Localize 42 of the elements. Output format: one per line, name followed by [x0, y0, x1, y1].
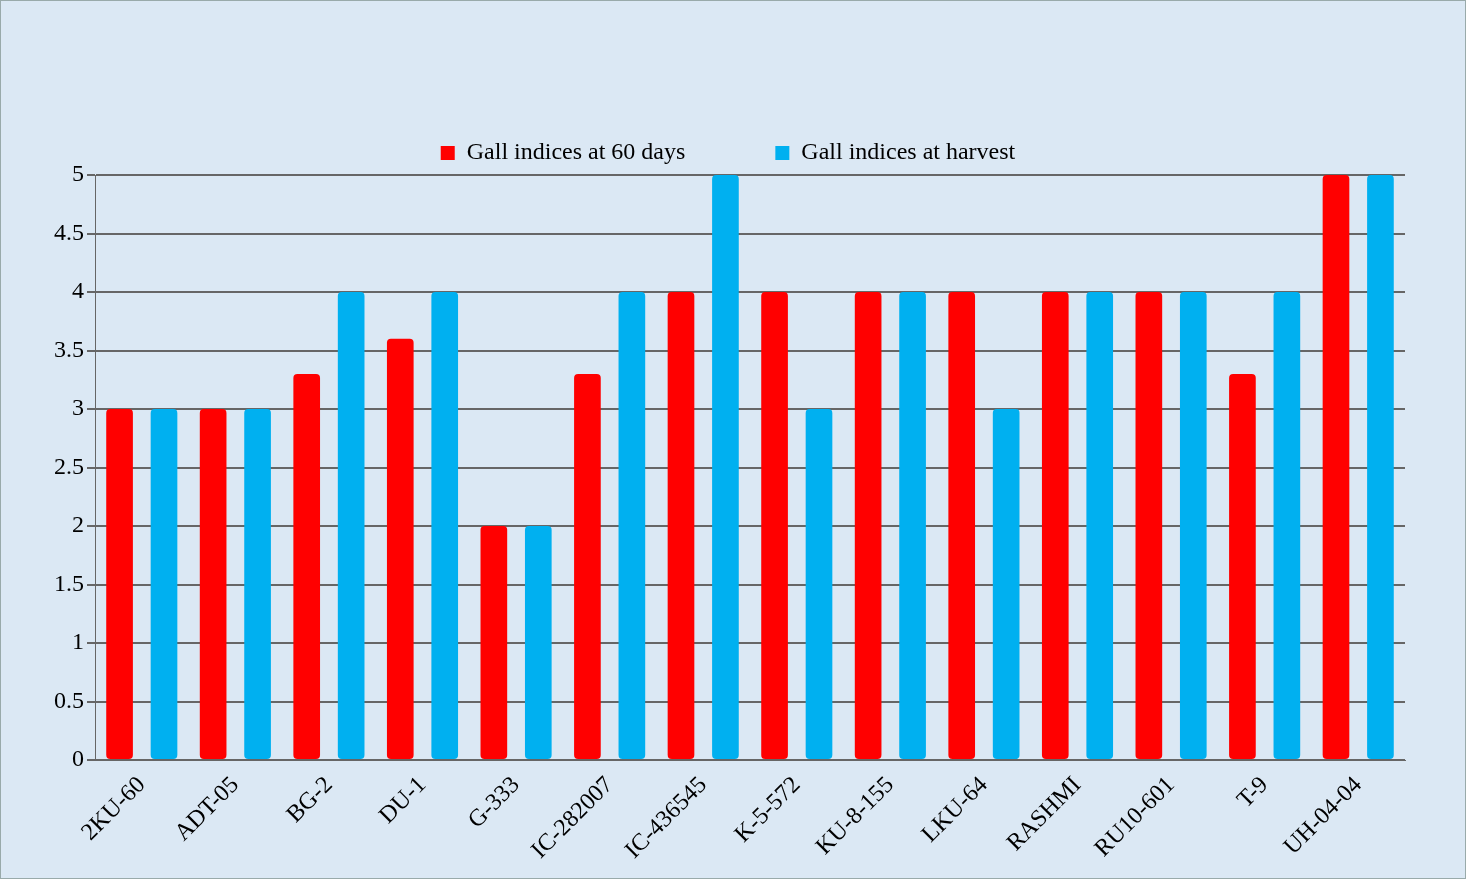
y-tick-label: 1.5 [54, 569, 84, 596]
bar [618, 292, 646, 760]
bar [761, 292, 788, 760]
bar [992, 409, 1020, 760]
bar [524, 526, 552, 760]
x-tick-label: T-9 [1231, 770, 1273, 813]
bar [1041, 292, 1069, 760]
y-tick-label: 3.5 [54, 335, 84, 362]
bar [1135, 292, 1163, 760]
bar [1086, 292, 1114, 760]
bar [854, 292, 882, 760]
y-tick-label: 0 [72, 745, 84, 772]
bar [1367, 175, 1394, 760]
y-tick-label: 0.5 [54, 686, 84, 713]
bar [899, 292, 926, 760]
bar [244, 409, 271, 760]
bar [1273, 292, 1301, 760]
bar [667, 292, 695, 760]
bar [574, 373, 601, 760]
bar [386, 338, 414, 760]
bar [1322, 175, 1350, 760]
y-tick-label: 1 [72, 628, 84, 655]
y-tick-label: 4.5 [54, 218, 84, 245]
y-tick-label: 2.5 [54, 452, 84, 479]
bar [712, 175, 739, 760]
bar [150, 409, 178, 760]
bar [480, 526, 508, 760]
bar [337, 292, 365, 760]
bar [805, 409, 833, 760]
y-tick-label: 3 [72, 394, 84, 421]
bar [1229, 373, 1256, 760]
legend-label: Gall indices at 60 days [466, 138, 686, 165]
y-tick-label: 4 [72, 277, 84, 304]
y-tick-label: 2 [72, 511, 84, 538]
bar [948, 292, 976, 760]
bar [106, 409, 133, 760]
bar [431, 292, 459, 760]
y-tick-label: 5 [72, 160, 84, 187]
legend-label: Gall indices at harvest [801, 138, 1016, 165]
bar [1179, 292, 1207, 760]
bar [199, 409, 227, 760]
bar [293, 373, 321, 760]
